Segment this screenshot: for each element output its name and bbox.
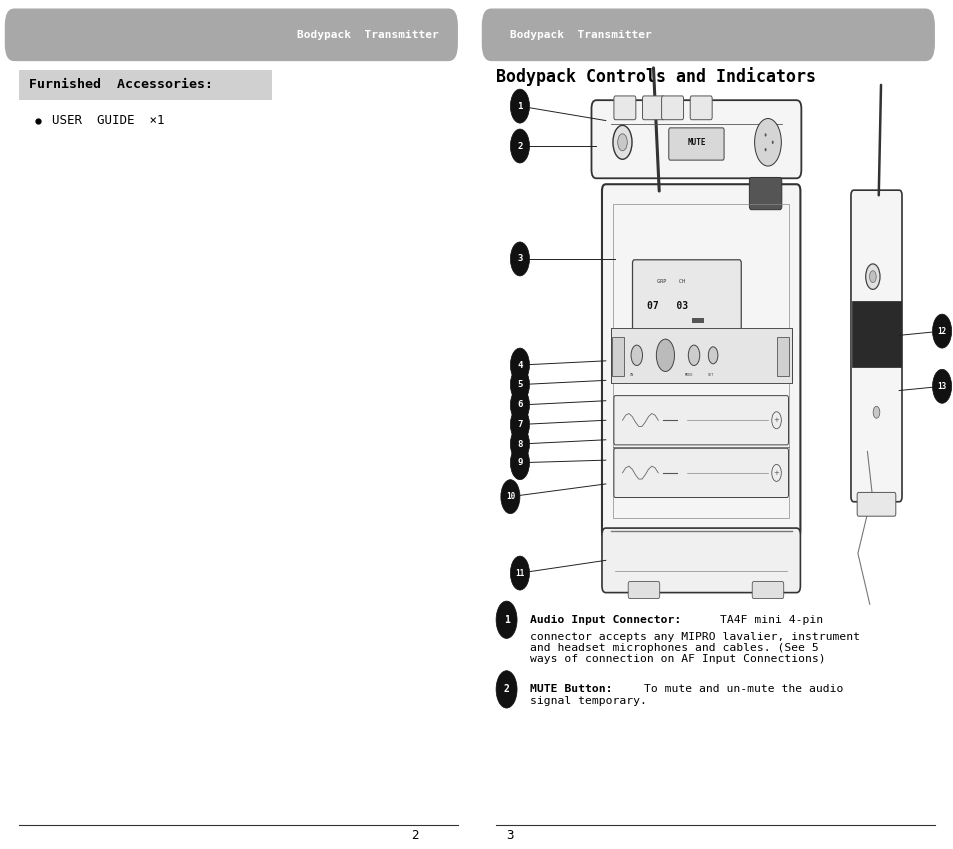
Text: MUTE Button:: MUTE Button: [530,684,612,694]
Text: connector accepts any MIPRO lavalier, instrument: connector accepts any MIPRO lavalier, in… [530,632,860,642]
Circle shape [656,339,674,372]
Text: 2: 2 [503,684,509,694]
Circle shape [510,348,529,382]
Text: 1: 1 [517,102,522,110]
Text: Furnished  Accessories:: Furnished Accessories: [29,78,213,92]
Text: 12: 12 [937,327,945,335]
Bar [852,301,900,367]
Text: 8: 8 [517,440,522,448]
Circle shape [763,148,765,151]
FancyBboxPatch shape [614,96,635,120]
Circle shape [763,133,765,137]
FancyBboxPatch shape [601,528,800,593]
Circle shape [496,671,517,708]
Text: To mute and un-mute the audio: To mute and un-mute the audio [643,684,842,694]
Text: GRP    CH: GRP CH [657,278,684,284]
Text: 6: 6 [517,401,522,409]
Text: +: + [773,417,779,424]
Circle shape [510,242,529,276]
Text: +: + [773,469,779,476]
Text: 7: 7 [517,420,522,429]
Circle shape [707,346,717,363]
Circle shape [864,264,879,290]
FancyBboxPatch shape [19,70,272,100]
Circle shape [510,427,529,461]
FancyBboxPatch shape [614,448,787,498]
FancyBboxPatch shape [850,190,901,502]
FancyBboxPatch shape [627,582,659,599]
Circle shape [762,134,772,151]
Text: Bodypack Controls and Indicators: Bodypack Controls and Indicators [496,67,815,86]
Circle shape [500,480,519,514]
Text: Bodypack  Transmitter: Bodypack Transmitter [510,30,652,40]
Circle shape [754,119,781,166]
Circle shape [765,139,769,146]
Circle shape [510,129,529,163]
FancyBboxPatch shape [591,100,801,178]
Text: SET: SET [707,373,713,377]
FancyBboxPatch shape [661,96,682,120]
Text: 11: 11 [515,569,524,577]
Circle shape [510,368,529,402]
Circle shape [868,271,875,283]
FancyBboxPatch shape [689,96,711,120]
FancyBboxPatch shape [614,396,787,445]
Text: MUTE: MUTE [686,138,705,147]
FancyBboxPatch shape [776,337,788,376]
Circle shape [759,127,776,158]
FancyBboxPatch shape [610,328,791,383]
FancyBboxPatch shape [691,318,702,323]
Text: ways of connection on AF Input Connections): ways of connection on AF Input Connectio… [530,654,825,664]
Circle shape [510,388,529,422]
FancyBboxPatch shape [856,492,895,516]
Text: and headset microphones and cables. (See 5: and headset microphones and cables. (See… [530,643,819,653]
FancyBboxPatch shape [749,177,781,210]
Text: 1: 1 [503,615,509,625]
FancyBboxPatch shape [632,260,740,330]
Text: Bodypack  Transmitter: Bodypack Transmitter [296,30,438,40]
Circle shape [510,446,529,480]
Text: 3: 3 [506,829,514,842]
Text: MODE: MODE [684,373,693,377]
Circle shape [510,408,529,441]
FancyBboxPatch shape [751,582,782,599]
Text: 4: 4 [517,361,522,369]
Circle shape [496,601,517,638]
Text: 2: 2 [411,829,418,842]
Text: TA4F mini 4-pin: TA4F mini 4-pin [720,615,822,625]
Text: Audio Input Connector:: Audio Input Connector: [530,615,681,625]
Circle shape [510,556,529,590]
Circle shape [687,345,699,365]
FancyBboxPatch shape [481,8,934,61]
Text: 13: 13 [937,382,945,391]
FancyBboxPatch shape [601,184,800,537]
FancyBboxPatch shape [641,96,663,120]
FancyBboxPatch shape [5,8,457,61]
Circle shape [931,369,950,403]
Text: 9: 9 [517,458,522,467]
Circle shape [771,141,773,144]
Text: 2: 2 [517,142,522,150]
Text: ON: ON [629,373,634,377]
Text: 10: 10 [505,492,515,501]
Circle shape [510,89,529,123]
Text: 07   03: 07 03 [647,301,688,312]
Text: USER  GUIDE  ×1: USER GUIDE ×1 [52,114,165,127]
Text: signal temporary.: signal temporary. [530,696,647,706]
Circle shape [612,126,631,160]
Text: 5: 5 [517,380,522,389]
FancyBboxPatch shape [612,337,623,376]
Circle shape [931,314,950,348]
FancyBboxPatch shape [668,128,723,160]
Text: 3: 3 [517,255,522,263]
Circle shape [872,407,879,419]
Circle shape [631,345,642,365]
Circle shape [618,134,626,151]
